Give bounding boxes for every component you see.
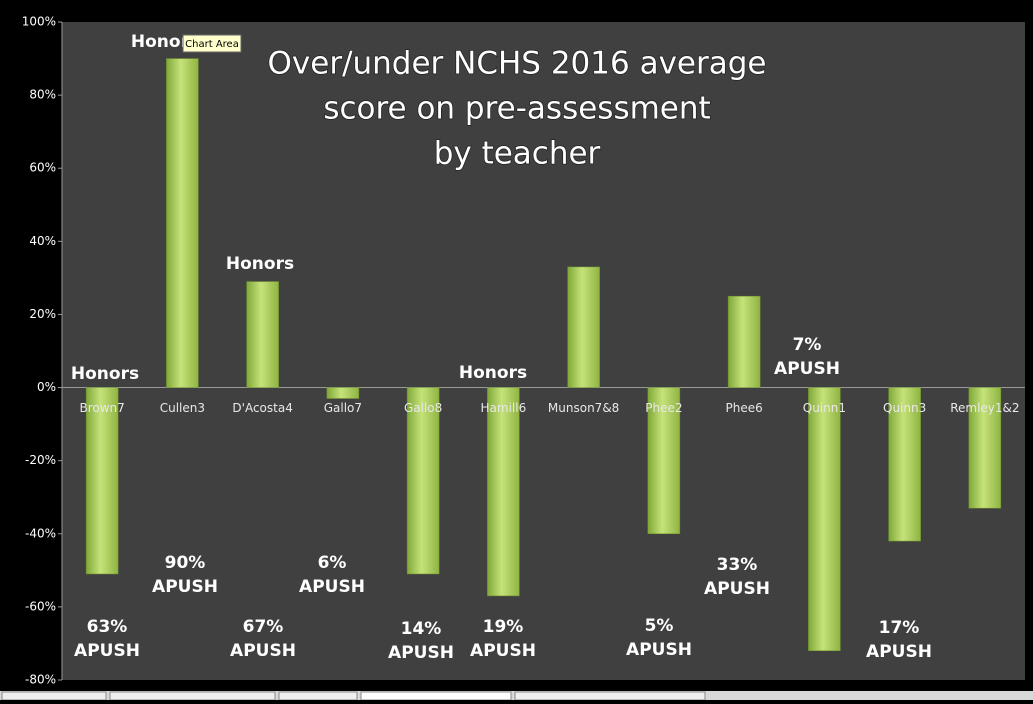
annotation: Honors (459, 363, 527, 383)
annotation: 6% (318, 553, 347, 573)
bar (166, 58, 199, 388)
y-tick-label: 0% (37, 380, 56, 394)
bar (647, 387, 681, 535)
bar (727, 295, 761, 388)
annotation: APUSH (626, 640, 692, 660)
plot-area (62, 22, 1025, 680)
x-tick-label: Brown7 (79, 401, 124, 415)
chart-title: by teacher (434, 136, 601, 172)
x-tick-label: Phee2 (645, 401, 682, 415)
sheet-tab[interactable] (1, 691, 107, 701)
y-tick-label: -60% (25, 599, 56, 613)
y-tick-label: 80% (29, 88, 56, 102)
sheet-tab[interactable] (360, 691, 512, 701)
annotation: 17% (879, 618, 920, 638)
annotation: APUSH (388, 643, 454, 663)
annotation: APUSH (230, 641, 296, 661)
sheet-tab[interactable] (514, 691, 706, 701)
annotation: Honors (131, 32, 199, 52)
annotation: APUSH (866, 642, 932, 662)
x-tick-label: Quinn1 (803, 401, 846, 415)
annotation: 67% (243, 617, 284, 637)
tooltip-box (182, 34, 242, 53)
sheet-tab[interactable] (109, 691, 276, 701)
y-tick-label: -40% (25, 526, 56, 540)
annotation: 5% (645, 616, 674, 636)
bar (326, 387, 360, 399)
sheet-tab[interactable] (278, 691, 358, 701)
x-tick-label: Munson7&8 (548, 401, 619, 415)
annotation: 14% (401, 619, 442, 639)
sheet-tabs (0, 691, 1033, 701)
x-tick-label: Phee6 (726, 401, 763, 415)
y-tick-label: -80% (25, 673, 56, 687)
x-tick-label: Gallo7 (324, 401, 362, 415)
bar (487, 387, 520, 597)
bar (567, 266, 600, 388)
annotation: Honors (71, 364, 139, 384)
annotation: APUSH (470, 641, 536, 661)
x-tick-label: Hamill6 (481, 401, 527, 415)
annotation: APUSH (774, 359, 840, 379)
annotation: APUSH (299, 577, 365, 597)
x-tick-label: D'Acosta4 (232, 401, 292, 415)
x-tick-label: Gallo8 (404, 401, 442, 415)
bar (406, 387, 440, 575)
y-tick-label: 20% (29, 307, 56, 321)
x-tick-label: Remley1&2 (950, 401, 1019, 415)
y-tick-label: 60% (29, 161, 56, 175)
annotation: 90% (165, 553, 206, 573)
annotation: 19% (483, 617, 524, 637)
annotation: APUSH (152, 577, 218, 597)
bar (968, 387, 1002, 509)
bar (85, 387, 119, 575)
x-tick-label: Quinn3 (883, 401, 926, 415)
y-tick-label: 40% (29, 234, 56, 248)
x-tick-label: Cullen3 (160, 401, 205, 415)
tooltip: Chart Area (185, 39, 239, 50)
bar (888, 387, 921, 542)
annotation: 7% (793, 335, 822, 355)
chart-title: score on pre-assessment (323, 91, 710, 127)
y-tick-label: 100% (22, 15, 56, 29)
bar (246, 281, 279, 388)
y-tick-label: -20% (25, 453, 56, 467)
annotation: 63% (87, 617, 128, 637)
bar (808, 387, 841, 652)
chart-title: Over/under NCHS 2016 average (268, 46, 767, 82)
annotation: APUSH (74, 641, 140, 661)
annotation: Honors (226, 254, 294, 274)
annotation: 33% (717, 555, 758, 575)
annotation: APUSH (704, 579, 770, 599)
